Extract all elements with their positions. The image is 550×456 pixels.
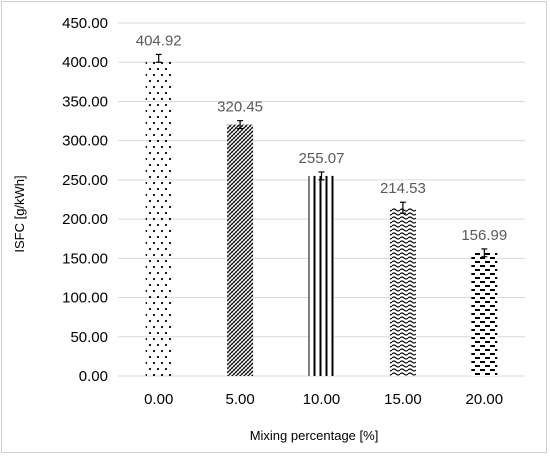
gridlines [118,22,525,377]
y-tick-label-1: 50.00 [70,329,108,346]
bar-4 [471,252,498,376]
x-axis-title: Mixing percentage [%] [250,428,379,443]
x-tick-label-3: 15.00 [384,391,422,408]
bars [145,58,498,376]
y-tick-label-2: 100.00 [62,290,108,307]
bar-2 [308,175,335,376]
bar-0 [145,58,172,376]
data-label-1: 320.45 [217,99,263,116]
y-tick-label-3: 150.00 [62,250,108,267]
x-tick-label-4: 20.00 [466,391,504,408]
y-tick-label-9: 450.00 [62,15,108,32]
data-labels: 404.92 320.45 255.07 214.53 156.99 [136,32,507,243]
error-bars [155,53,488,258]
y-tick-label-0: 0.00 [79,368,108,385]
x-tick-label-2: 10.00 [303,391,341,408]
y-tick-label-6: 300.00 [62,133,108,150]
data-label-2: 255.07 [299,150,345,167]
y-tick-label-5: 250.00 [62,172,108,189]
data-label-0: 404.92 [136,32,182,49]
x-tick-label-0: 0.00 [144,391,173,408]
data-label-4: 156.99 [461,227,507,244]
x-tick-labels: 0.00 5.00 10.00 15.00 20.00 [144,391,503,408]
y-tick-label-8: 400.00 [62,54,108,71]
bar-1 [227,124,254,376]
data-label-3: 214.53 [380,180,426,197]
x-tick-label-1: 5.00 [225,391,254,408]
y-axis-title: ISFC [g/kWh] [12,175,27,252]
y-tick-labels: 0.00 50.00 100.00 150.00 200.00 250.00 300.00 3… [62,15,108,385]
bar-3 [389,207,416,376]
y-tick-label-4: 200.00 [62,211,108,228]
y-tick-label-7: 350.00 [62,93,108,110]
